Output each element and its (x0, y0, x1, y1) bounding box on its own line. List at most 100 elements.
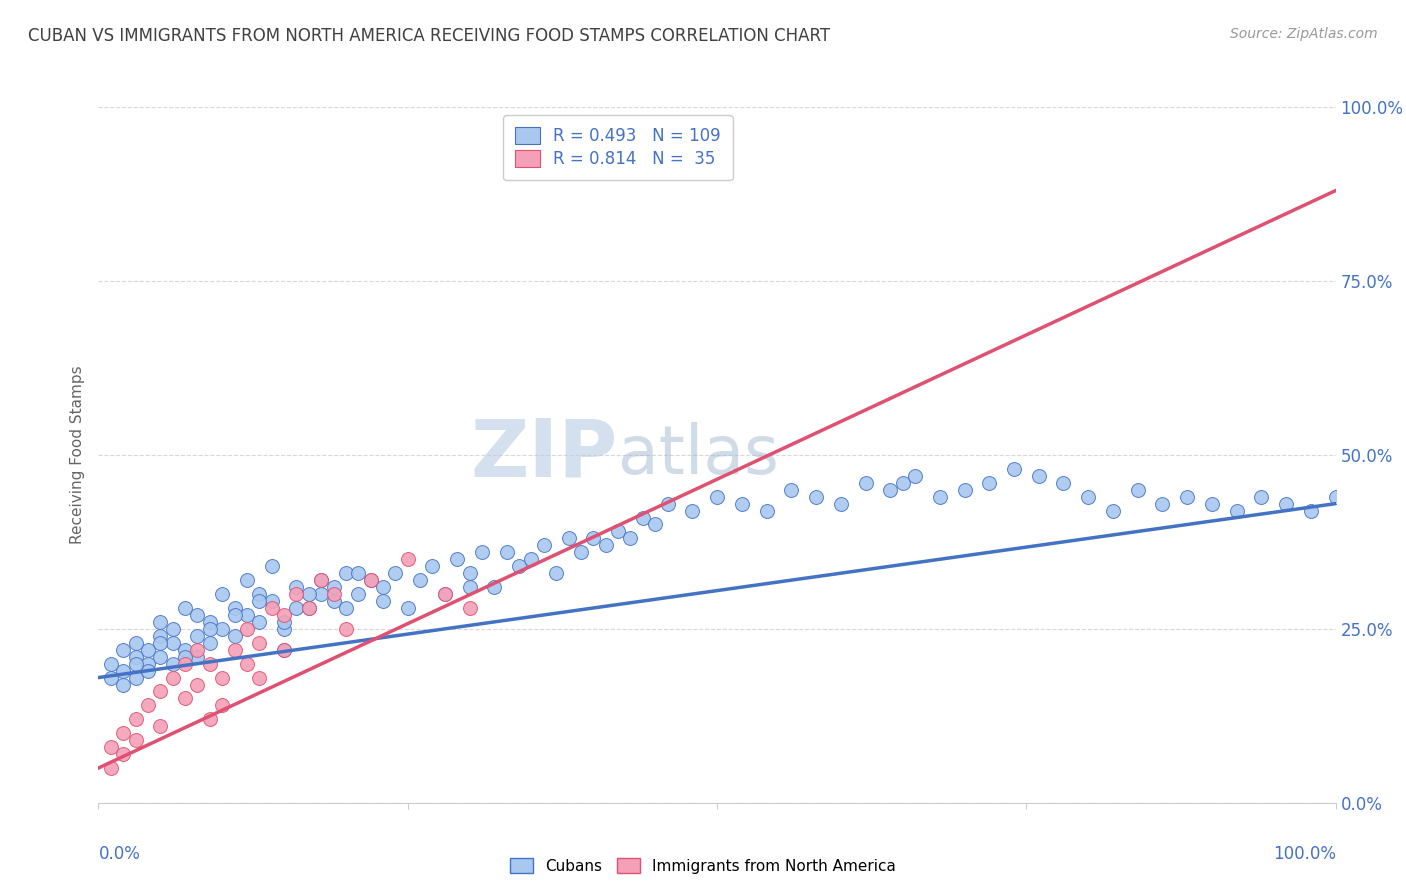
Point (124, 657, 146, 671)
Point (112, 642, 135, 657)
Point (298, 601, 321, 615)
Point (198, 636, 221, 650)
Point (804, 490, 827, 504)
Point (236, 622, 259, 636)
Point (162, 671, 184, 685)
Point (360, 573, 382, 587)
Point (247, 636, 270, 650)
Point (1275, 497, 1298, 511)
Point (285, 580, 308, 594)
Point (124, 671, 146, 685)
Point (198, 657, 221, 671)
Point (433, 587, 456, 601)
Point (309, 587, 332, 601)
Point (198, 615, 221, 629)
Point (1175, 490, 1198, 504)
Point (149, 636, 172, 650)
Point (298, 587, 321, 601)
Point (236, 607, 259, 622)
Point (979, 475, 1001, 490)
Point (471, 545, 494, 559)
Point (100, 761, 122, 775)
Point (174, 601, 197, 615)
Point (136, 657, 159, 671)
Point (273, 622, 295, 636)
Point (1028, 468, 1050, 483)
Point (273, 642, 295, 657)
Point (458, 601, 481, 615)
Point (224, 629, 246, 643)
Point (1077, 490, 1099, 504)
Point (409, 573, 432, 587)
Point (174, 657, 197, 671)
Point (100, 740, 122, 755)
Point (186, 642, 208, 657)
Point (124, 733, 146, 747)
Point (247, 671, 270, 685)
Point (731, 497, 754, 511)
Point (149, 615, 172, 629)
Point (198, 622, 221, 636)
Point (211, 671, 233, 685)
Point (569, 545, 592, 559)
Point (260, 594, 283, 608)
Point (298, 601, 321, 615)
Point (508, 559, 530, 574)
Point (458, 580, 481, 594)
Point (174, 691, 197, 706)
Point (347, 566, 370, 581)
Point (224, 601, 246, 615)
Point (136, 664, 159, 678)
Point (211, 698, 233, 713)
Point (224, 607, 246, 622)
Point (595, 538, 617, 552)
Legend: R = 0.493   N = 109, R = 0.814   N =  35: R = 0.493 N = 109, R = 0.814 N = 35 (503, 115, 733, 180)
Point (422, 559, 444, 574)
Point (236, 657, 259, 671)
Point (953, 483, 976, 497)
Point (136, 642, 159, 657)
Point (124, 649, 146, 664)
Point (1002, 462, 1025, 476)
Point (285, 601, 308, 615)
Point (273, 642, 295, 657)
Point (162, 657, 184, 671)
Point (458, 566, 481, 581)
Point (273, 607, 295, 622)
Point (247, 587, 270, 601)
Point (211, 622, 233, 636)
Point (495, 545, 517, 559)
Point (335, 622, 357, 636)
Point (322, 580, 344, 594)
Point (273, 615, 295, 629)
Point (174, 642, 197, 657)
Point (1299, 503, 1322, 517)
Text: atlas: atlas (619, 422, 779, 488)
Point (681, 503, 703, 517)
Point (247, 594, 270, 608)
Point (247, 615, 270, 629)
Point (124, 712, 146, 726)
Point (322, 587, 344, 601)
Point (520, 552, 543, 566)
Point (644, 517, 666, 532)
Point (260, 559, 283, 574)
Point (211, 587, 233, 601)
Point (706, 490, 728, 504)
Point (904, 468, 927, 483)
Text: 100.0%: 100.0% (1272, 845, 1336, 863)
Point (396, 601, 419, 615)
Point (186, 607, 208, 622)
Point (309, 573, 332, 587)
Point (236, 573, 259, 587)
Point (149, 629, 172, 643)
Point (335, 601, 357, 615)
Point (186, 629, 208, 643)
Point (1226, 503, 1249, 517)
Point (174, 649, 197, 664)
Point (755, 503, 778, 517)
Point (582, 532, 605, 546)
Point (855, 475, 877, 490)
Point (149, 719, 172, 733)
Point (1201, 497, 1223, 511)
